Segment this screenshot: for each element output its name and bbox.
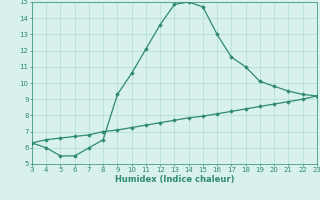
X-axis label: Humidex (Indice chaleur): Humidex (Indice chaleur) [115, 175, 234, 184]
